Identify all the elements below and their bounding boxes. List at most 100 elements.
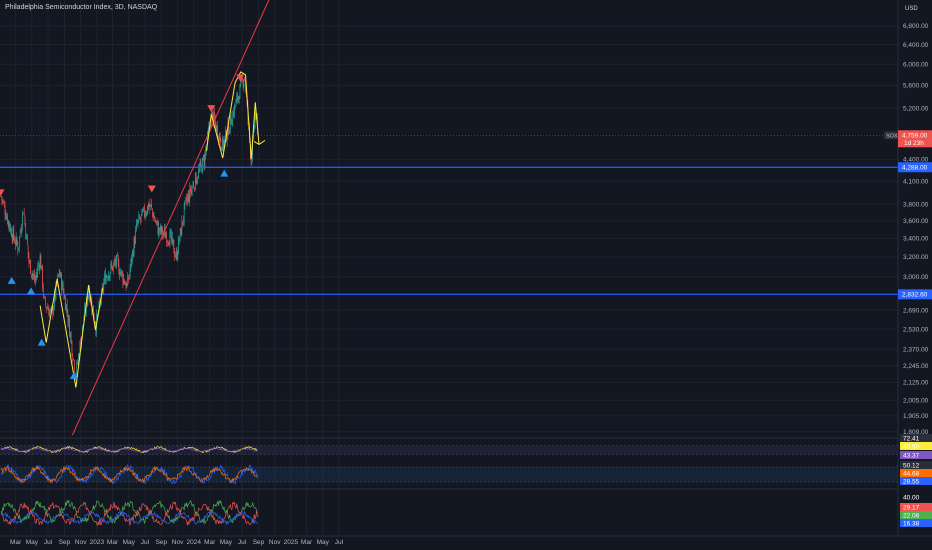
candle-body (111, 265, 113, 266)
candle-body (166, 235, 167, 244)
candle-body (132, 250, 133, 261)
candle-body (102, 286, 104, 291)
candle-body (237, 93, 238, 101)
candle-body (191, 187, 193, 192)
candle-body (128, 278, 129, 280)
candle-body (66, 303, 68, 313)
candle-body (16, 238, 18, 245)
candle-body (222, 137, 224, 148)
candle-body (103, 282, 105, 291)
pattern-arrow (253, 139, 266, 145)
candle-body (234, 105, 235, 117)
candle-body (152, 212, 154, 220)
candle-body (38, 265, 39, 267)
candle-body (198, 169, 199, 178)
candle-body (42, 286, 44, 296)
candle-body (8, 221, 10, 227)
support-level-tag (898, 162, 932, 173)
candle-body (112, 265, 113, 271)
candle-body (158, 226, 159, 235)
candle-body (199, 168, 200, 171)
candle-body (136, 223, 137, 230)
candle-body (117, 253, 118, 258)
candle-body (165, 235, 167, 238)
candle-body (185, 197, 187, 200)
time-tick-label: Sep (59, 539, 71, 546)
price-tick-label: 3,200.00 (903, 254, 929, 261)
signal-markers-layer (0, 74, 245, 379)
chart-title: Philadelphia Semiconductor Index, 3D, NA… (5, 4, 158, 11)
candle-body (141, 209, 143, 216)
support-level-tag (898, 289, 932, 300)
candle-body (78, 355, 80, 358)
candle-body (7, 215, 8, 224)
candle-body (3, 202, 4, 203)
candle-body (236, 95, 238, 100)
candle-body (31, 273, 33, 276)
candle-body (134, 238, 136, 245)
candle-body (179, 228, 181, 240)
rsi-band (0, 445, 898, 455)
sell-signal-marker (0, 189, 5, 197)
rsi-value-label: 49.90 (903, 443, 920, 450)
candle-body (140, 219, 141, 220)
dmi-value-tag (900, 503, 932, 511)
candle-body (144, 206, 145, 216)
candle-body (139, 216, 140, 219)
candle-body (31, 274, 32, 276)
candle-body (124, 279, 125, 285)
candle-body (122, 273, 124, 284)
grid-layer (0, 0, 898, 536)
stoch-value-label: 50.12 (903, 462, 920, 469)
candle-body (156, 220, 157, 222)
candle-body (167, 242, 169, 244)
candle-body (41, 266, 42, 268)
pattern-line[interactable] (206, 71, 260, 160)
candle-body (89, 299, 91, 302)
candle-body (11, 237, 13, 241)
currency-label[interactable]: USD (905, 6, 918, 12)
candle-body (10, 227, 11, 232)
stoch-series-line (0, 465, 258, 484)
candle-body (197, 178, 199, 180)
candle-body (42, 265, 43, 288)
candle-body (199, 162, 201, 170)
trendline[interactable] (71, 0, 270, 436)
pattern-line[interactable] (39, 278, 104, 388)
stoch-value-tag (900, 469, 932, 477)
candle-body (151, 204, 152, 208)
candle-body (142, 210, 144, 212)
candle-body (169, 232, 171, 247)
candle-body (80, 341, 81, 347)
candle-body (121, 269, 122, 274)
candle-body (0, 196, 2, 197)
candle-body (221, 146, 222, 151)
candle-body (132, 251, 134, 256)
candle-body (168, 244, 170, 245)
candle-body (181, 220, 183, 237)
stoch-value-label: 28.55 (903, 478, 920, 485)
dmi-value-label: 16.38 (903, 520, 920, 527)
candle-body (177, 253, 179, 259)
candle-body (171, 230, 172, 242)
candle-body (222, 137, 223, 151)
candle-body (109, 272, 111, 278)
candle-body (164, 228, 166, 239)
symbol-tag[interactable] (884, 131, 898, 140)
time-tick-label: May (220, 539, 233, 546)
candle-body (105, 273, 106, 284)
candle-body (58, 274, 59, 277)
candle-body (97, 313, 98, 317)
candle-body (94, 321, 96, 326)
rsi-value-label: 43.37 (903, 452, 920, 459)
drawings-layer (0, 0, 898, 436)
candle-body (116, 255, 117, 266)
candle-body (36, 273, 38, 277)
candle-body (128, 274, 130, 279)
sell-signal-marker (147, 185, 156, 193)
candle-body (1, 196, 3, 200)
candle-body (74, 360, 75, 373)
price-tick-label: 6,400.00 (903, 42, 929, 49)
